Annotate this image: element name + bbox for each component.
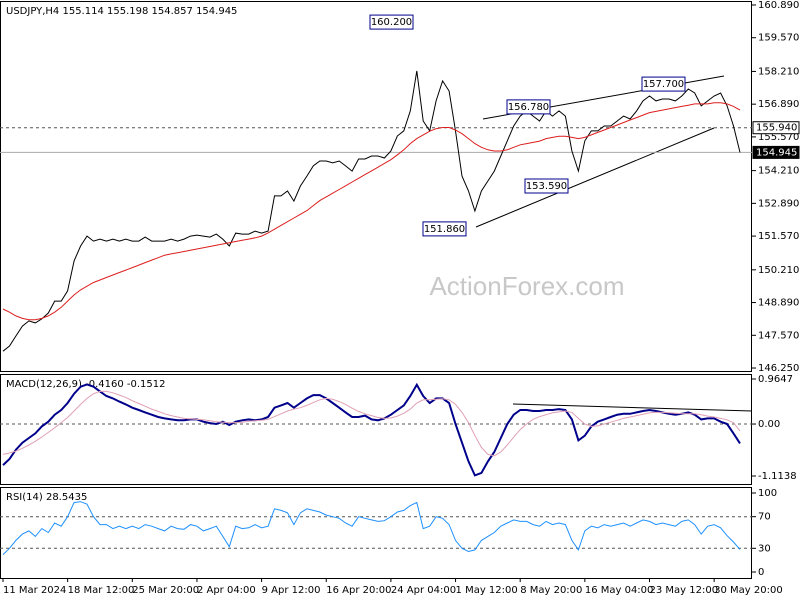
panel-title: USDJPY,H4 155.114 155.198 154.857 154.94… [6,6,237,17]
annotation-box [422,221,467,237]
x-tick-label: 18 Mar 12:00 [68,585,135,596]
y-tick-label: 159.570 [758,33,799,44]
y-tick-label: 155.570 [758,132,799,143]
y-tick-label: 0 [758,567,764,578]
y-tick-label: 70 [758,512,771,523]
y-tick-label: 146.250 [758,363,799,374]
series-line [2,501,741,555]
y-tick-label: 154.210 [758,166,799,177]
x-tick-label: 8 May 20:00 [520,585,582,596]
price-label-box [752,145,800,159]
y-tick-label: 160.890 [758,0,799,11]
y-tick-label: 30 [758,543,771,554]
x-tick-label: 16 May 04:00 [585,585,654,596]
y-tick-label: 148.890 [758,298,799,309]
x-tick-label: 16 Apr 20:00 [326,585,391,596]
x-tick-label: 2 Apr 04:00 [197,585,256,596]
annotation-label: 157.700 [643,79,684,90]
price-label: 155.940 [756,123,797,134]
trend-line [475,127,715,228]
annotation-label: 160.200 [371,17,412,28]
x-tick-label: 25 Mar 20:00 [132,585,199,596]
y-tick-label: 100 [758,488,777,499]
annotation-box [524,178,569,194]
y-tick-label: -1.1138 [758,471,797,482]
x-tick-label: 1 May 12:00 [456,585,518,596]
y-tick-label: 156.890 [758,99,799,110]
y-tick-label: 150.210 [758,265,799,276]
y-tick-label: 0.9647 [758,374,793,385]
panel-frame [0,374,752,485]
x-tick-label: 9 Apr 12:00 [262,585,321,596]
series-line [2,382,741,477]
annotation-box [506,99,551,115]
annotation-label: 153.590 [526,181,567,192]
series-line [2,390,741,457]
y-tick-label: 0.00 [758,419,780,430]
y-tick-label: 151.570 [758,231,799,242]
x-tick-label: 23 May 12:00 [649,585,718,596]
y-tick-label: 147.570 [758,330,799,341]
series-line [2,70,741,352]
y-tick-label: 158.210 [758,66,799,77]
price-label: 154.945 [756,147,797,158]
panel-frame [0,487,752,579]
annotation-label: 151.860 [424,224,465,235]
annotation-label: 156.780 [508,102,549,113]
price-label-box [752,121,800,135]
x-tick-label: 30 May 20:00 [714,585,783,596]
x-tick-label: 11 Mar 2024 [3,585,66,596]
watermark: ActionForex.com [429,271,624,301]
annotation-box [641,76,686,92]
x-tick-label: 24 Apr 04:00 [391,585,456,596]
annotation-box [369,14,414,30]
series-line [2,102,741,321]
y-tick-label: 152.890 [758,198,799,209]
panel-frame [0,1,752,372]
trend-line [512,403,753,412]
panel-title: RSI(14) 28.5435 [6,492,87,503]
